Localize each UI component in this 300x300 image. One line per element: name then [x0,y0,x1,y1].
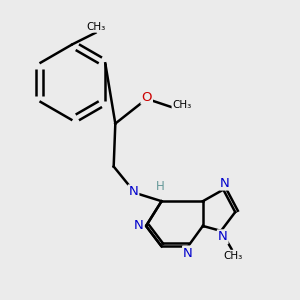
Text: CH₃: CH₃ [224,251,243,261]
Text: O: O [141,91,152,104]
Text: N: N [129,185,138,198]
Text: N: N [220,176,230,190]
Text: N: N [218,230,227,243]
Text: CH₃: CH₃ [172,100,192,110]
Text: N: N [134,220,144,232]
Text: CH₃: CH₃ [86,22,105,32]
Text: H: H [155,180,164,193]
Text: N: N [183,247,193,260]
